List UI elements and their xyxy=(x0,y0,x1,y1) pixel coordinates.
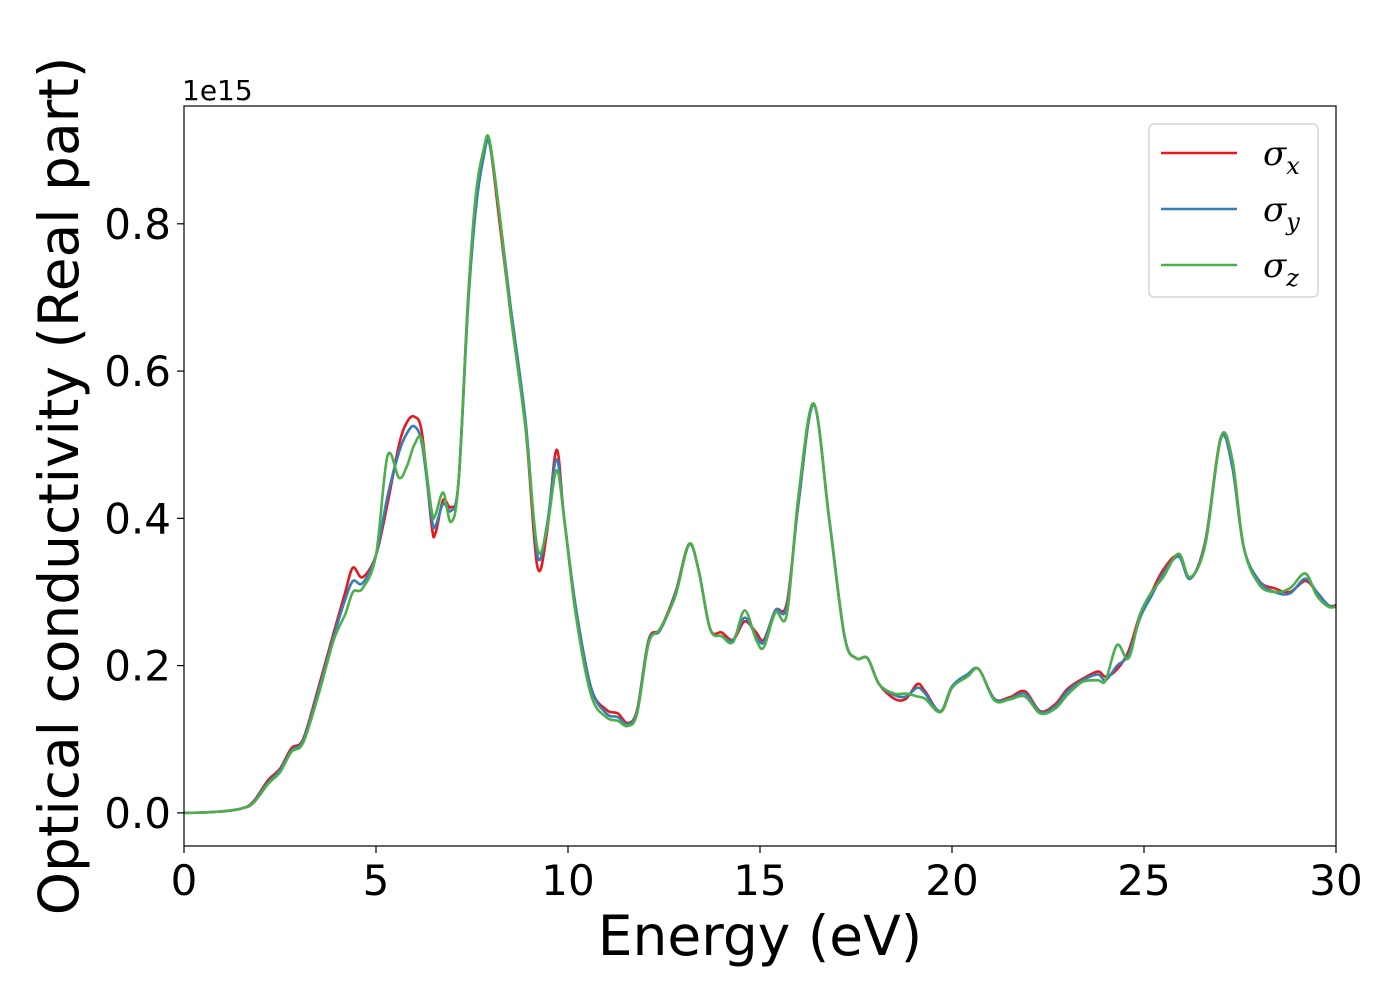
y-tick-label: 0.4 xyxy=(104,494,171,543)
x-tick-label: 25 xyxy=(1117,856,1170,905)
x-axis: 0 5 10 15 20 25 30 xyxy=(171,846,1363,905)
y-tick-label: 0.0 xyxy=(104,789,171,838)
legend-label-y: σy xyxy=(1263,190,1300,236)
x-tick-label: 10 xyxy=(541,856,594,905)
series-line-z xyxy=(184,134,1336,815)
x-axis-title: Energy (eV) xyxy=(598,904,922,968)
x-tick-label: 5 xyxy=(363,856,390,905)
y-tick-label: 0.6 xyxy=(104,347,171,396)
x-tick-label: 0 xyxy=(171,856,198,905)
x-tick-label: 15 xyxy=(733,856,786,905)
x-tick-label: 20 xyxy=(925,856,978,905)
y-offset-label: 1e15 xyxy=(182,74,253,107)
y-tick-label: 0.2 xyxy=(104,642,171,691)
x-tick-label: 30 xyxy=(1309,856,1362,905)
legend-label-x: σx xyxy=(1263,134,1300,180)
y-axis-title: Optical conductivity (Real part) xyxy=(27,57,91,916)
y-axis: 0.0 0.2 0.4 0.6 0.8 xyxy=(104,200,184,838)
plot-lines xyxy=(184,134,1336,815)
y-tick-label: 0.8 xyxy=(104,200,171,249)
legend-box xyxy=(1148,123,1319,298)
legend: σx σy σz xyxy=(1148,123,1319,298)
legend-label-z: σz xyxy=(1263,246,1299,292)
